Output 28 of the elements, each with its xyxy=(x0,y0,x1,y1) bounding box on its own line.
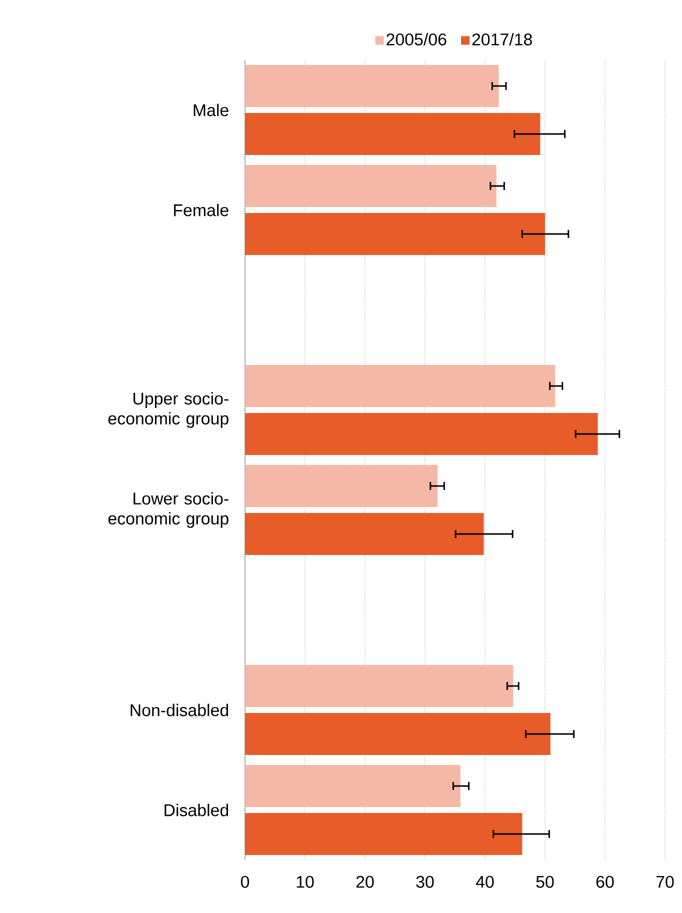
legend-label: 2005/06 xyxy=(386,33,446,46)
bar xyxy=(245,813,522,856)
y-tick-label: Female xyxy=(174,204,228,216)
x-tick-label: 20 xyxy=(356,876,374,888)
y-tick-label: Non-disabled xyxy=(130,704,228,716)
x-tick-label: 10 xyxy=(296,876,314,888)
bar xyxy=(245,365,556,408)
y-tick-label: Male xyxy=(194,104,228,116)
y-tick-label: Upper socio-economic group xyxy=(108,392,228,428)
x-tick-label: 70 xyxy=(656,876,674,888)
x-tick-label: 40 xyxy=(476,876,494,888)
x-tick-label: 30 xyxy=(416,876,434,888)
x-tick-label: 60 xyxy=(596,876,614,888)
bar xyxy=(245,65,499,108)
bar xyxy=(245,113,540,156)
y-tick-label: Lower socio-economic group xyxy=(108,492,228,528)
bar xyxy=(245,713,550,756)
bar xyxy=(245,213,546,256)
bar xyxy=(245,665,514,708)
bar xyxy=(245,165,496,208)
bar xyxy=(245,465,438,508)
bar xyxy=(245,513,484,556)
bar xyxy=(245,413,598,456)
bar xyxy=(245,765,460,808)
x-tick-label: 50 xyxy=(536,876,554,888)
x-tick-label: 0 xyxy=(240,876,250,888)
y-tick-label: Disabled xyxy=(164,804,228,816)
legend-label: 2017/18 xyxy=(472,33,532,46)
